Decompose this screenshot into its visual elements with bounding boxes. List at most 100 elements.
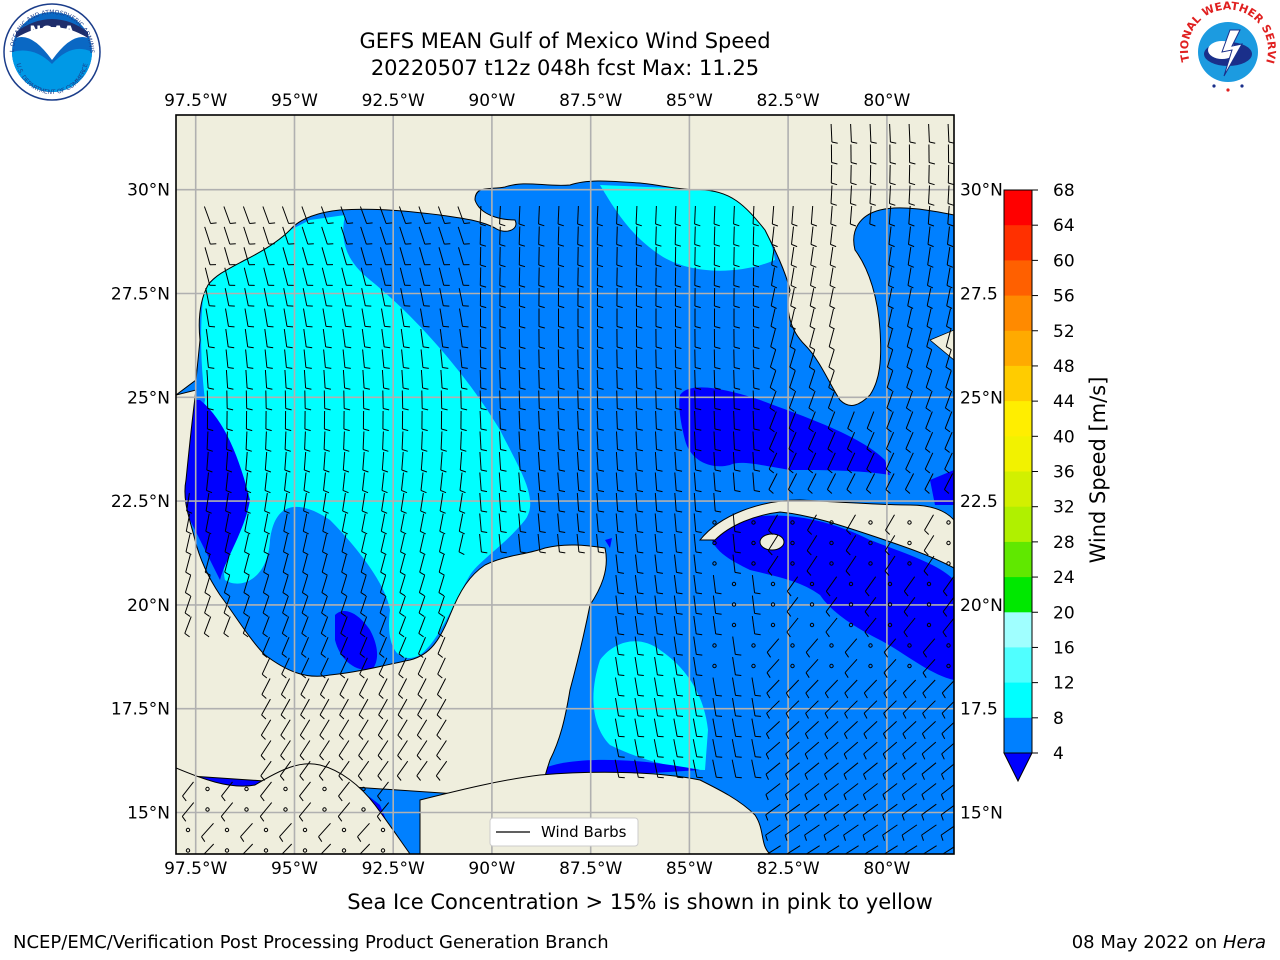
wind-barb bbox=[260, 719, 272, 740]
wind-barb bbox=[843, 721, 858, 740]
colorbar-tick-label: 12 bbox=[1053, 674, 1075, 694]
colorbar-segment bbox=[1004, 612, 1032, 649]
longitude-labels-top: 97.5°W 95°W 92.5°W 90°W 87.5°W 85°W 82.5°W 80°W bbox=[164, 91, 910, 111]
wind-barb bbox=[752, 390, 760, 411]
wind-barb bbox=[654, 698, 664, 717]
wind-barb bbox=[205, 329, 215, 349]
wind-barb bbox=[359, 657, 368, 679]
wind-barb bbox=[616, 308, 623, 329]
colorbar-tick-label: 24 bbox=[1053, 568, 1075, 588]
wind-barb bbox=[905, 411, 914, 433]
wind-barb bbox=[557, 328, 565, 349]
wind-barb bbox=[887, 308, 894, 330]
wind-barb bbox=[419, 513, 426, 535]
wind-barb bbox=[863, 762, 878, 780]
wind-barb bbox=[733, 390, 741, 411]
wind-barb bbox=[323, 472, 330, 494]
wind-barb bbox=[378, 698, 388, 720]
wind-barb bbox=[518, 410, 526, 431]
wind-barb bbox=[419, 267, 431, 286]
wind-barb bbox=[205, 807, 210, 812]
wind-barb bbox=[823, 803, 840, 821]
wind-barb bbox=[903, 617, 916, 638]
wind-barb bbox=[903, 596, 916, 617]
wind-barb bbox=[379, 206, 393, 224]
wind-barb bbox=[397, 719, 408, 740]
lat-label-right: 20°N bbox=[960, 596, 1003, 616]
wind-barb bbox=[557, 369, 565, 390]
wind-barb bbox=[868, 561, 873, 566]
wind-barb bbox=[654, 492, 663, 513]
wind-barb bbox=[342, 493, 349, 514]
wind-barb bbox=[751, 759, 762, 779]
wind-barb bbox=[947, 226, 954, 248]
wind-barb bbox=[224, 534, 231, 556]
wind-barb bbox=[862, 783, 878, 801]
wind-barb bbox=[733, 308, 740, 329]
wind-barb bbox=[908, 226, 915, 248]
wind-barb bbox=[339, 657, 349, 679]
wind-barb bbox=[459, 493, 466, 514]
wind-barb bbox=[828, 329, 835, 351]
wind-barb bbox=[300, 657, 310, 679]
wind-barb bbox=[303, 369, 312, 390]
wind-barb bbox=[379, 637, 387, 658]
wind-barb bbox=[185, 534, 192, 556]
wind-barb bbox=[885, 452, 895, 474]
wind-barb bbox=[359, 843, 371, 854]
wind-barb bbox=[712, 595, 722, 615]
wind-barb bbox=[751, 540, 756, 546]
wind-barb bbox=[807, 452, 817, 474]
wind-barb bbox=[733, 205, 740, 227]
wind-barb bbox=[537, 472, 546, 493]
wind-barb bbox=[635, 451, 644, 472]
wind-barb bbox=[884, 555, 896, 576]
wind-barb bbox=[807, 432, 817, 453]
wind-barb bbox=[576, 472, 585, 493]
wind-barb bbox=[377, 740, 389, 761]
wind-barb bbox=[420, 349, 429, 369]
wind-barb bbox=[829, 663, 834, 669]
wind-zone-8-12-caribbean bbox=[593, 641, 708, 770]
wind-barb bbox=[557, 533, 566, 554]
wind-barb bbox=[635, 513, 644, 533]
wind-barb bbox=[299, 740, 311, 761]
wind-barb bbox=[538, 246, 545, 268]
wind-barb bbox=[694, 267, 701, 288]
wind-barb bbox=[438, 595, 445, 617]
wind-barb bbox=[342, 329, 352, 349]
wind-barb bbox=[436, 698, 447, 720]
wind-barb bbox=[926, 329, 933, 351]
wind-barb bbox=[342, 349, 351, 369]
wind-barb bbox=[809, 622, 815, 628]
wind-barb bbox=[731, 622, 737, 628]
wind-barb bbox=[401, 431, 408, 452]
wind-barb bbox=[260, 781, 272, 802]
wind-barb bbox=[323, 410, 331, 432]
wind-barb bbox=[398, 616, 407, 638]
wind-barb bbox=[264, 369, 273, 390]
wind-barb bbox=[615, 677, 625, 697]
lat-label-left: 17.5°N bbox=[111, 700, 170, 720]
wind-barb bbox=[769, 370, 777, 392]
wind-barb bbox=[381, 369, 390, 390]
wind-barb bbox=[577, 369, 585, 390]
wind-barb bbox=[769, 390, 777, 412]
wind-barb bbox=[889, 164, 896, 186]
wind-barb bbox=[674, 205, 681, 227]
wind-barb bbox=[439, 288, 450, 307]
wind-barb bbox=[358, 678, 369, 699]
wind-barb bbox=[733, 349, 741, 370]
wind-barb bbox=[185, 554, 192, 576]
wind-barb bbox=[922, 679, 936, 699]
wind-barb bbox=[319, 678, 330, 699]
wind-barb bbox=[615, 575, 625, 595]
wind-barb bbox=[654, 533, 663, 554]
wind-barb bbox=[340, 637, 348, 658]
wind-barb bbox=[401, 349, 410, 369]
wind-barb bbox=[518, 472, 527, 493]
wind-barb bbox=[596, 205, 603, 227]
wind-barb bbox=[694, 431, 702, 452]
colorbar-extend-arrow bbox=[1003, 752, 1033, 783]
